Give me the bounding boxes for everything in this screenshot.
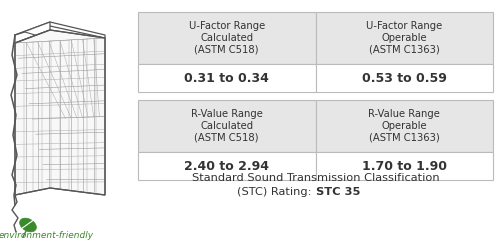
Text: 1.70 to 1.90: 1.70 to 1.90 — [362, 160, 447, 172]
FancyBboxPatch shape — [138, 64, 316, 92]
Text: R-Value Range
Calculated
(ASTM C518): R-Value Range Calculated (ASTM C518) — [191, 110, 262, 142]
Text: 0.53 to 0.59: 0.53 to 0.59 — [362, 72, 446, 85]
Polygon shape — [20, 218, 36, 232]
FancyBboxPatch shape — [316, 64, 493, 92]
Text: 0.31 to 0.34: 0.31 to 0.34 — [184, 72, 269, 85]
FancyBboxPatch shape — [138, 152, 316, 180]
Text: STC 35: STC 35 — [316, 187, 360, 197]
Polygon shape — [15, 22, 50, 43]
FancyBboxPatch shape — [316, 12, 493, 64]
Text: Standard Sound Transmission Classification: Standard Sound Transmission Classificati… — [192, 173, 440, 183]
Text: environment-friendly: environment-friendly — [0, 230, 94, 239]
FancyBboxPatch shape — [138, 100, 316, 152]
FancyBboxPatch shape — [138, 12, 316, 64]
Text: (STC) Rating:: (STC) Rating: — [238, 187, 316, 197]
FancyBboxPatch shape — [316, 152, 493, 180]
Text: U-Factor Range
Operable
(ASTM C1363): U-Factor Range Operable (ASTM C1363) — [366, 22, 442, 54]
Text: R-Value Range
Operable
(ASTM C1363): R-Value Range Operable (ASTM C1363) — [368, 110, 440, 142]
Text: 2.40 to 2.94: 2.40 to 2.94 — [184, 160, 269, 172]
Text: U-Factor Range
Calculated
(ASTM C518): U-Factor Range Calculated (ASTM C518) — [188, 22, 265, 54]
Polygon shape — [15, 22, 105, 38]
Polygon shape — [15, 30, 105, 195]
FancyBboxPatch shape — [316, 100, 493, 152]
